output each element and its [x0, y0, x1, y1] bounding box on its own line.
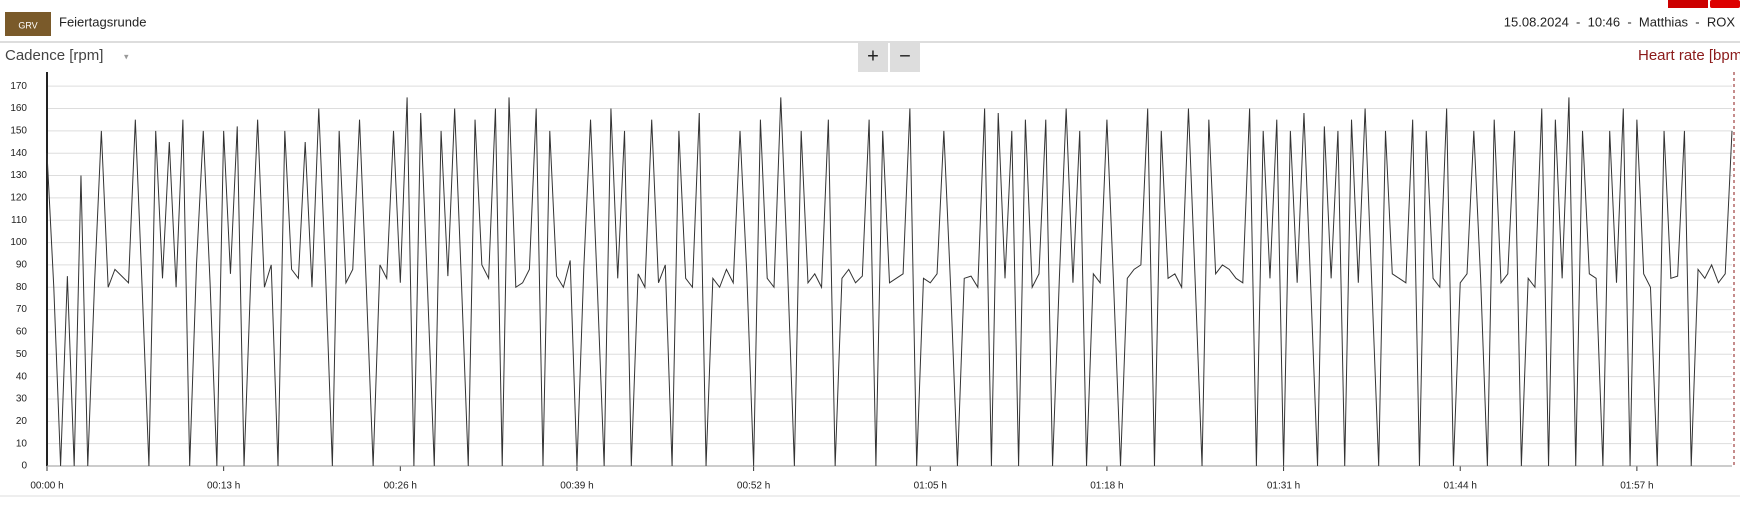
y-tick-label: 110 — [11, 215, 27, 226]
cadence-line — [46, 97, 1733, 467]
y-tick-label: 120 — [10, 193, 27, 204]
zoom-out-label[interactable]: − — [899, 45, 911, 67]
x-tick-label: 00:00 h — [30, 481, 63, 492]
zoom-in-button[interactable] — [858, 42, 888, 72]
logo-text: GRV — [18, 20, 37, 30]
back-icon[interactable] — [1668, 0, 1708, 8]
x-tick-label: 01:44 h — [1444, 481, 1477, 492]
zoom-out-button[interactable] — [890, 42, 920, 72]
x-tick-label: 01:57 h — [1620, 481, 1653, 492]
y2-axis-label: Heart rate [bpm] — [1638, 47, 1740, 64]
activity-meta: 15.08.2024 - 10:46 - Matthias - ROX — [1504, 14, 1736, 29]
y-tick-label: 140 — [10, 148, 27, 159]
y-tick-label: 130 — [10, 170, 27, 181]
x-tick-label: 01:18 h — [1090, 481, 1123, 492]
y-tick-label: 100 — [10, 237, 27, 248]
y-tick-label: 30 — [16, 394, 28, 405]
badge[interactable] — [1710, 0, 1740, 8]
x-tick-label: 00:13 h — [207, 481, 240, 492]
y-tick-label: 0 — [21, 461, 27, 472]
y-tick-label: 50 — [16, 349, 28, 360]
y-tick-label: 20 — [16, 416, 28, 427]
zoom-in-label[interactable]: + — [867, 45, 879, 67]
logo — [5, 12, 51, 36]
activity-title: Feiertagsrunde — [59, 14, 146, 29]
x-tick-label: 00:39 h — [560, 481, 593, 492]
y-tick-label: 150 — [10, 125, 27, 136]
y-tick-label: 80 — [16, 282, 28, 293]
x-tick-label: 00:26 h — [384, 481, 417, 492]
y-tick-label: 40 — [16, 371, 28, 382]
x-tick-label: 00:52 h — [737, 481, 770, 492]
x-tick-label: 01:05 h — [914, 481, 947, 492]
y-tick-label: 60 — [16, 327, 28, 338]
y-tick-label: 90 — [16, 260, 28, 271]
y-tick-label: 70 — [16, 304, 28, 315]
y-tick-label: 170 — [10, 81, 27, 92]
y-tick-label: 10 — [16, 438, 28, 449]
y-tick-label: 160 — [10, 103, 27, 114]
dropdown-arrow[interactable]: ▾ — [124, 51, 129, 61]
x-tick-label: 01:31 h — [1267, 481, 1300, 492]
y-axis-label: Cadence [rpm] — [5, 47, 103, 64]
